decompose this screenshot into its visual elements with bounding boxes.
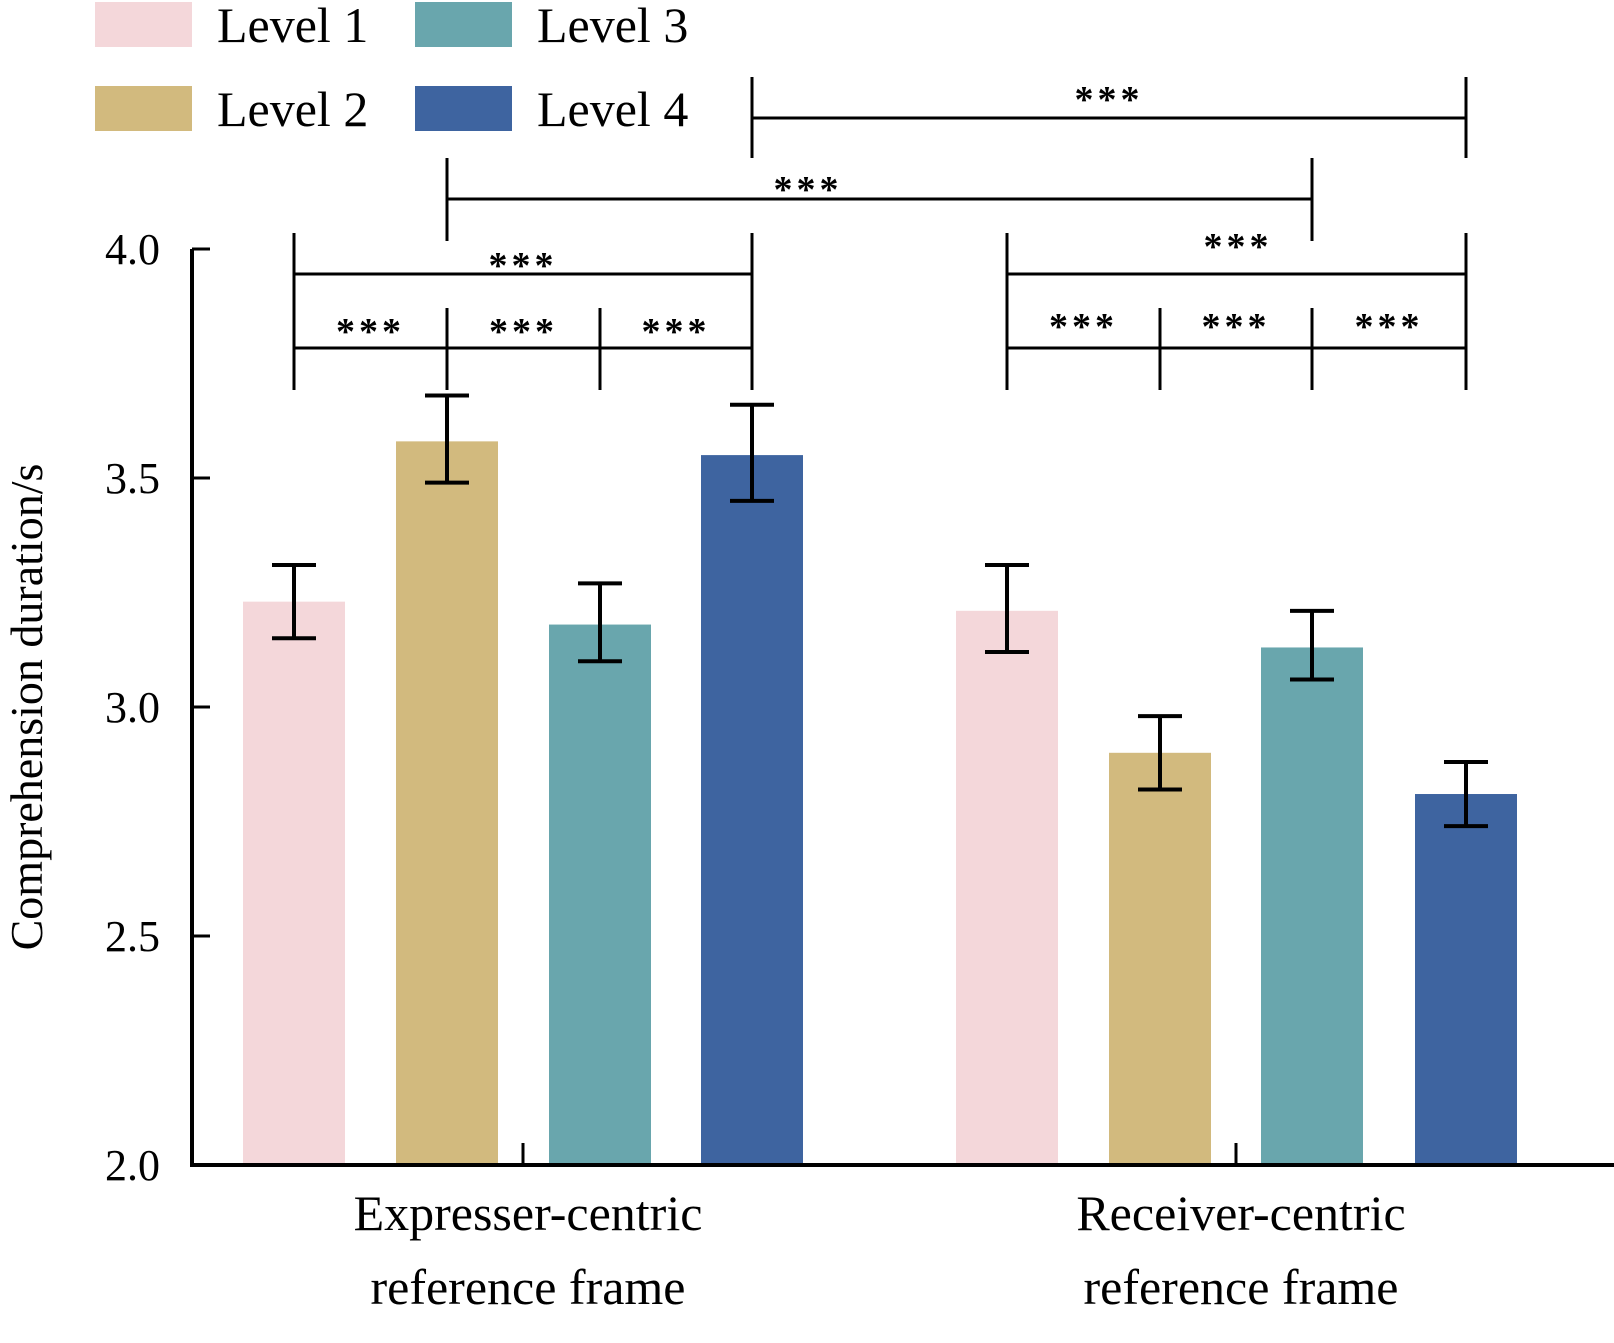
bar-level-1-group-2 [956, 610, 1058, 1165]
bar-level-3-group-1 [549, 624, 651, 1165]
significance-label: *** [774, 169, 843, 211]
significance-label: *** [1202, 306, 1271, 348]
error-bar [425, 393, 469, 485]
legend-swatch-1 [95, 2, 192, 47]
y-tick-label: 3.5 [105, 454, 160, 503]
legend-label-4: Level 4 [537, 81, 688, 137]
axes-layer: 2.0 2.5 3.0 3.5 4.0 Expresser-centric referenc… [105, 225, 1614, 1315]
bar-level-3-group-2 [1261, 647, 1363, 1165]
bar-level-2-group-2 [1109, 752, 1211, 1165]
error-bars-layer [272, 393, 1488, 829]
x-category-label: Receiver-centric [1076, 1185, 1405, 1241]
significance-label: *** [1075, 79, 1144, 121]
legend-label-3: Level 3 [537, 0, 688, 53]
bars-layer [243, 441, 1517, 1166]
legend-swatch-3 [415, 2, 512, 47]
y-axis-title: Comprehension duration/s [1, 464, 52, 951]
x-category-label: reference frame [371, 1259, 686, 1315]
y-tick-label: 3.0 [105, 683, 160, 732]
x-category-label: Expresser-centric [354, 1185, 703, 1241]
significance-label: *** [1204, 226, 1273, 268]
significance-layer: *** *** *** *** *** *** *** *** *** *** [292, 77, 1468, 390]
legend: Level 1 Level 2 Level 3 Level 4 [95, 0, 688, 137]
significance-label: *** [1355, 306, 1424, 348]
y-tick-label: 2.0 [105, 1141, 160, 1190]
error-bar [985, 563, 1029, 655]
significance-label: *** [489, 245, 558, 287]
bar-level-4-group-2 [1415, 794, 1517, 1165]
error-bar [1444, 759, 1488, 829]
significance-bracket [750, 77, 1468, 158]
y-tick-label: 2.5 [105, 912, 160, 961]
significance-label: *** [1049, 306, 1118, 348]
bar-level-2-group-1 [396, 441, 498, 1165]
legend-swatch-2 [95, 86, 192, 131]
significance-bracket [292, 233, 754, 390]
y-tick-label: 4.0 [105, 225, 160, 274]
error-bar [730, 402, 774, 503]
error-bar [1290, 608, 1334, 682]
significance-label: *** [642, 311, 711, 353]
bar-level-4-group-1 [701, 455, 803, 1166]
error-bar [1138, 714, 1182, 792]
legend-label-2: Level 2 [217, 81, 368, 137]
significance-bracket [445, 158, 1314, 241]
legend-swatch-4 [415, 86, 512, 131]
significance-label: *** [489, 311, 558, 353]
error-bar [578, 581, 622, 664]
significance-label: *** [336, 311, 405, 353]
legend-label-1: Level 1 [217, 0, 368, 53]
x-category-label: reference frame [1084, 1259, 1399, 1315]
bar-level-1-group-1 [243, 601, 345, 1165]
error-bar [272, 563, 316, 641]
significance-bracket [1005, 233, 1468, 390]
